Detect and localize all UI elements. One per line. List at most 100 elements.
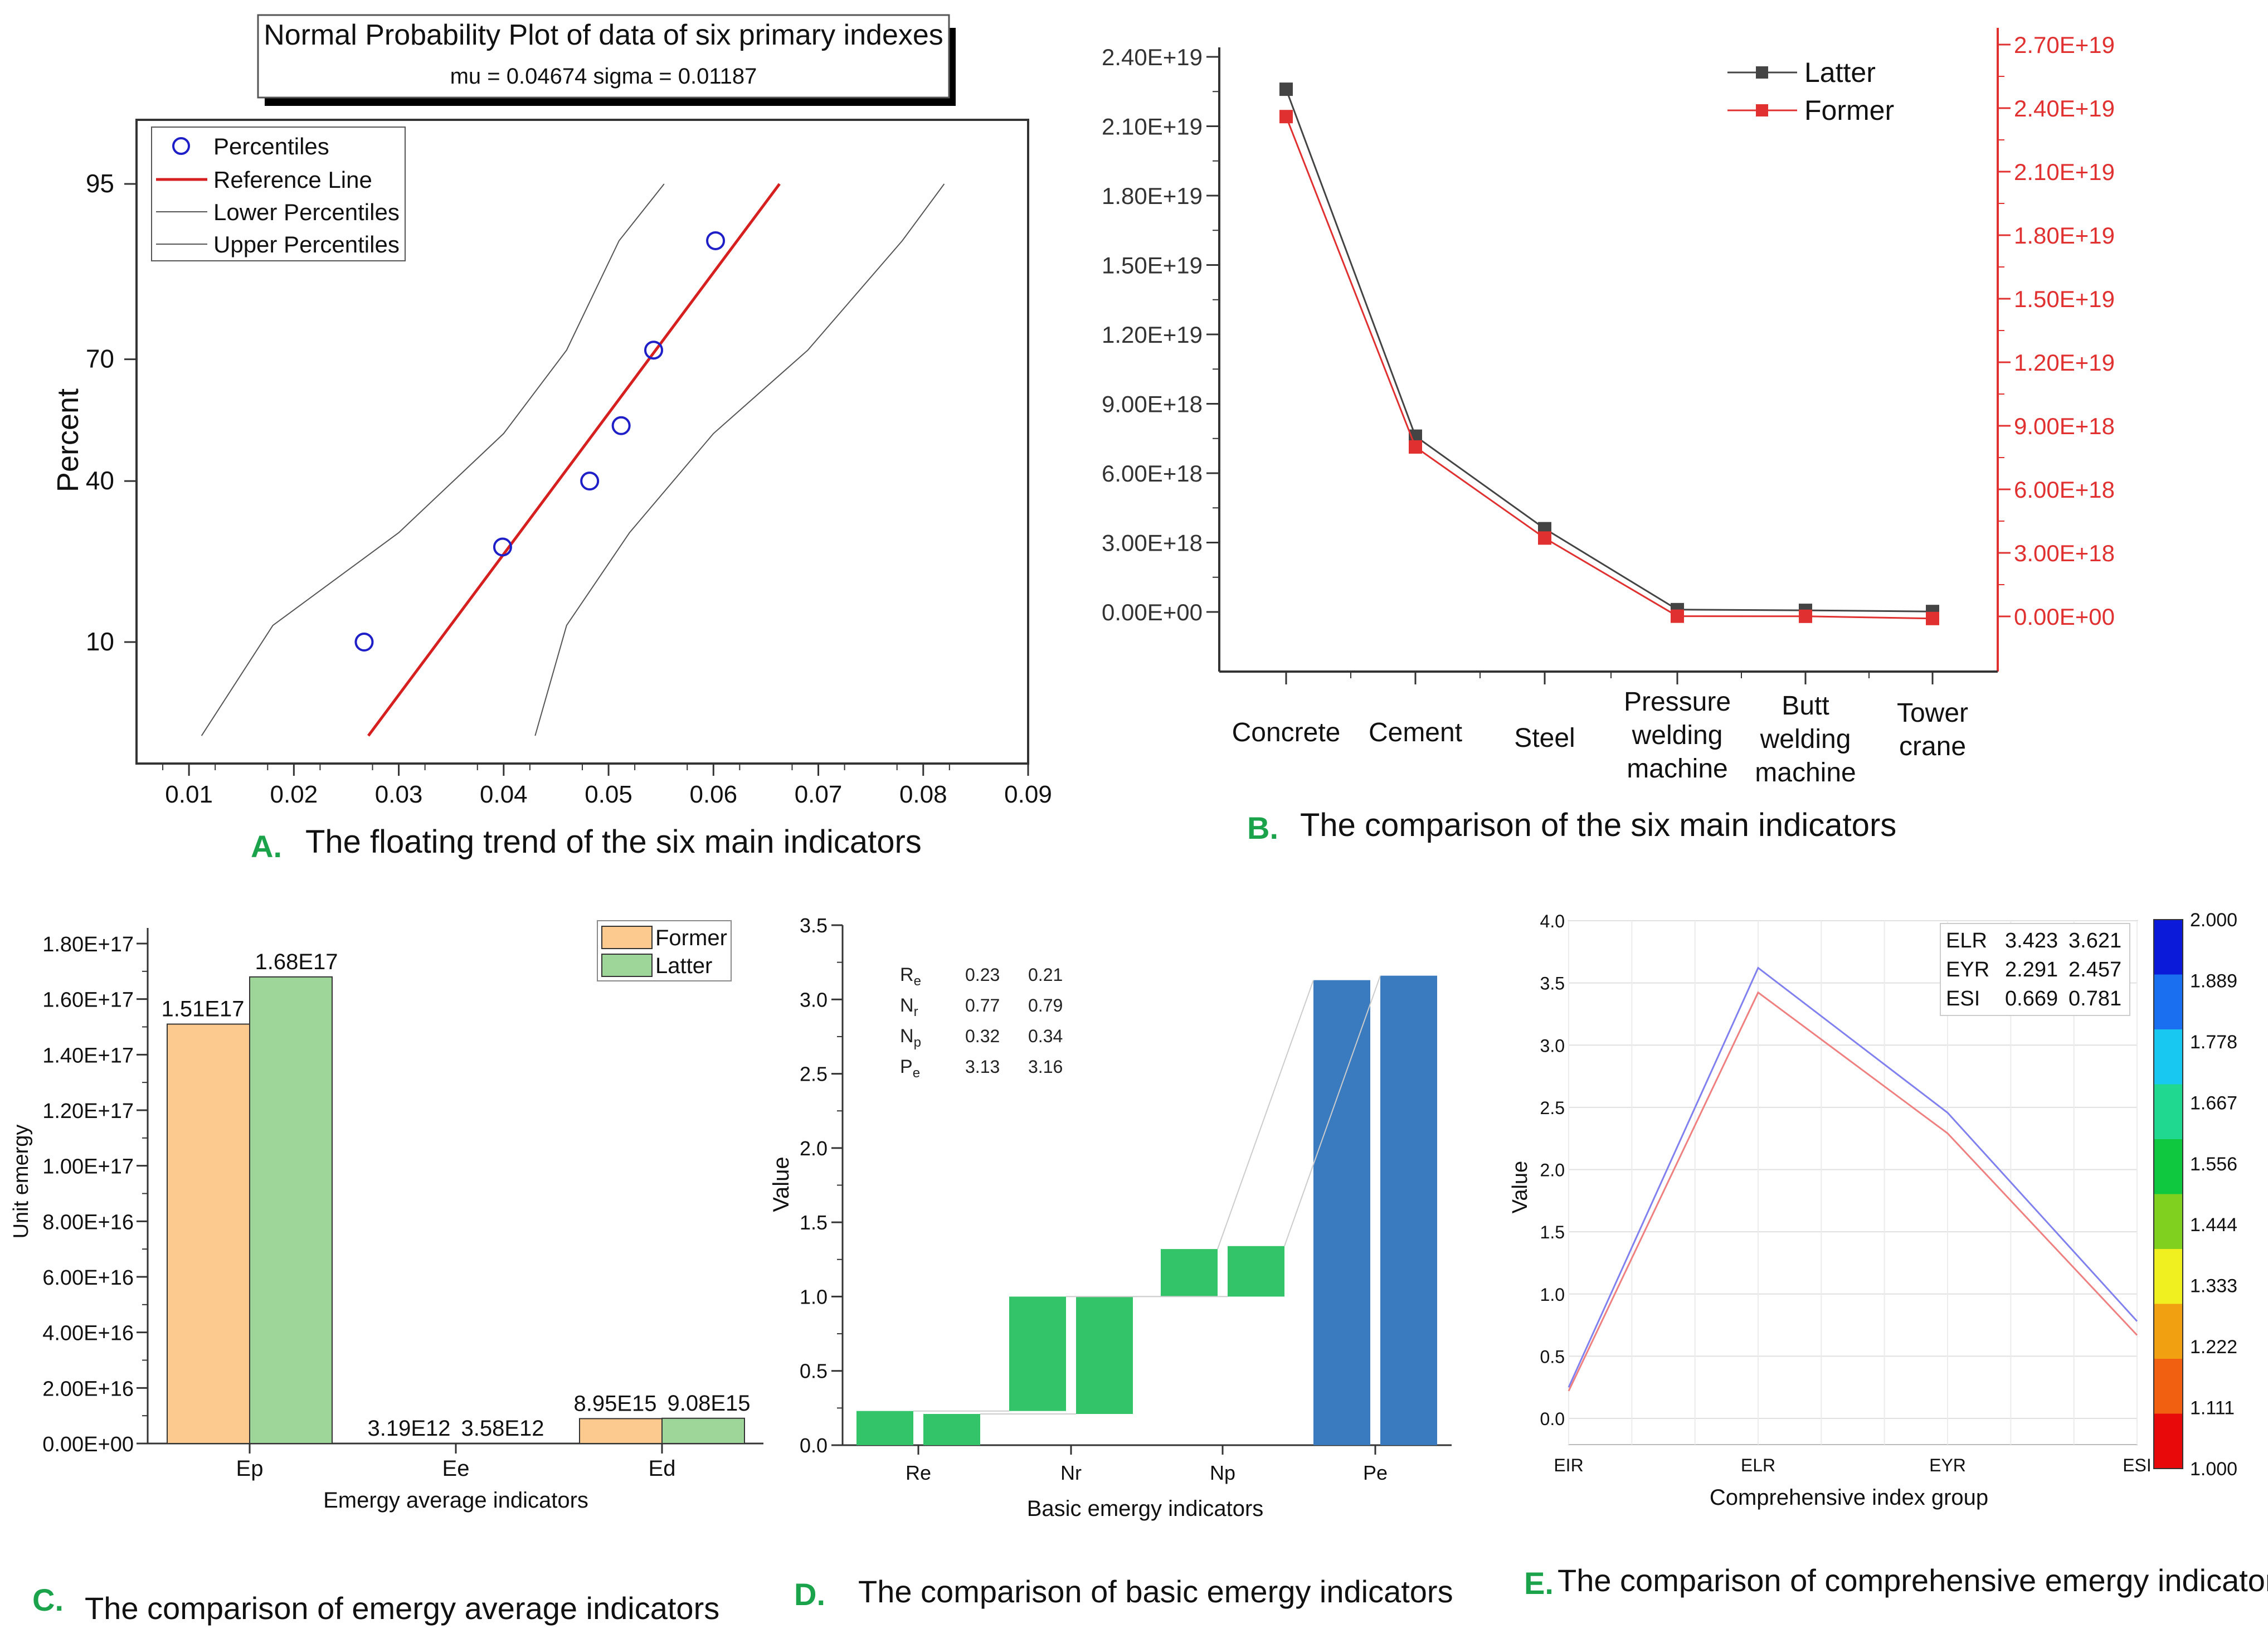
point-latter xyxy=(1279,82,1293,96)
left-tick-label: 3.00E+18 xyxy=(1102,530,1203,556)
y-tick-label: 1.60E+17 xyxy=(42,989,134,1012)
legend-latter-swatch xyxy=(601,954,653,977)
panel-a-legend: Percentiles Reference Line Lower Percent… xyxy=(151,127,406,261)
category-label: ELR xyxy=(1741,1455,1775,1475)
table-value-former: 0.77 xyxy=(965,995,1000,1015)
table-row-name: Nr xyxy=(900,995,918,1019)
bar-latter xyxy=(1076,1296,1133,1415)
colorbar-tick-label: 1.667 xyxy=(2190,1092,2237,1114)
table-value-former: 3.423 xyxy=(2005,929,2058,952)
panel-b-letter: B. xyxy=(1247,810,1278,845)
category-label: Ep xyxy=(236,1456,264,1481)
category-label: Steel xyxy=(1514,723,1575,753)
y-tick-label: 1.00E+17 xyxy=(42,1155,134,1179)
point-former xyxy=(1671,609,1684,623)
panel-a-subtitle: mu = 0.04674 sigma = 0.01187 xyxy=(450,64,757,89)
table-value-latter: 0.79 xyxy=(1028,995,1063,1015)
table-value-latter: 0.781 xyxy=(2069,987,2121,1010)
category-label: Pressure xyxy=(1624,687,1731,717)
x-tick-label: 0.09 xyxy=(1004,781,1052,808)
y-tick-label: 1.20E+17 xyxy=(42,1100,134,1123)
left-tick-label: 2.40E+19 xyxy=(1102,44,1203,70)
data-label-former: 3.19E12 xyxy=(367,1416,450,1441)
y-tick-label: 4.0 xyxy=(1540,911,1565,931)
right-tick-label: 9.00E+18 xyxy=(2014,413,2115,439)
panel-e-colorbar: 2.000 1.889 1.778 1.667 1.556 1.444 1.333 1.222… xyxy=(2153,910,2237,1480)
y-tick-label: 0.0 xyxy=(800,1434,828,1457)
y-tick-label: 0.5 xyxy=(800,1360,828,1383)
colorbar-tick-label: 1.444 xyxy=(2190,1214,2237,1236)
y-tick-label: 4.00E+16 xyxy=(42,1322,134,1345)
panel-a-curves xyxy=(201,183,945,737)
legend-former-swatch xyxy=(601,926,653,949)
table-value-former: 0.669 xyxy=(2005,987,2058,1010)
left-tick-label: 2.10E+19 xyxy=(1102,114,1203,140)
legend-former-label: Former xyxy=(655,926,727,950)
percentile-point xyxy=(644,341,663,360)
panel-e-caption: The comparison of comprehensive emergy i… xyxy=(1558,1563,2268,1598)
category-label: Butt xyxy=(1782,691,1829,721)
y-tick-label: 3.5 xyxy=(1540,974,1565,994)
right-tick-label: 2.40E+19 xyxy=(2014,95,2115,121)
y-tick-label: 1.40E+17 xyxy=(42,1044,134,1067)
data-label-latter: 3.58E12 xyxy=(461,1416,544,1441)
category-label: ESI xyxy=(2123,1455,2152,1475)
y-tick-label: 2.5 xyxy=(1540,1098,1565,1118)
left-tick-label: 0.00E+00 xyxy=(1102,599,1203,625)
colorbar-tick-label: 1.889 xyxy=(2190,970,2237,991)
left-tick-label: 1.50E+19 xyxy=(1102,252,1203,279)
right-tick-label: 1.50E+19 xyxy=(2014,286,2115,312)
category-label: Pe xyxy=(1363,1461,1388,1484)
y-tick-label: 6.00E+16 xyxy=(42,1266,134,1290)
panel-b-series xyxy=(1279,82,1939,625)
left-tick-label: 1.20E+19 xyxy=(1102,322,1203,348)
connector-former xyxy=(1217,980,1314,1250)
legend-upper-label: Upper Percentiles xyxy=(213,231,400,257)
category-label: Nr xyxy=(1060,1461,1082,1484)
point-former xyxy=(1538,531,1551,545)
table-value-former: 0.32 xyxy=(965,1026,1000,1046)
left-tick-label: 6.00E+18 xyxy=(1102,460,1203,487)
panel-e-ticks: 0.0 0.5 1.0 1.5 2.0 2.5 3.0 3.5 4.0 EIR ELR EYR ESI xyxy=(1540,911,2152,1475)
colorbar-segment xyxy=(2154,1139,2183,1195)
table-value-latter: 0.34 xyxy=(1028,1026,1063,1046)
legend-latter-label: Latter xyxy=(1804,57,1876,88)
bar-latter xyxy=(1380,975,1437,1445)
colorbar-tick-label: 1.111 xyxy=(2190,1398,2235,1419)
colorbar-segment xyxy=(2154,1413,2183,1469)
table-row-name: ESI xyxy=(1946,987,1980,1010)
panel-c-letter: C. xyxy=(32,1582,64,1617)
series-line-former xyxy=(1285,116,1933,620)
y-tick-label: 1.80E+17 xyxy=(42,933,134,956)
panel-d: Value Basic emergy indicators 0.0 0.5 1.0 1… xyxy=(769,914,1453,1612)
category-label: EYR xyxy=(1929,1455,1966,1475)
panel-d-bars xyxy=(856,975,1437,1445)
bar-latter xyxy=(923,1414,980,1445)
colorbar-tick-label: 1.778 xyxy=(2190,1032,2237,1053)
x-tick-label: 0.05 xyxy=(585,781,632,808)
x-tick-label: 0.03 xyxy=(375,781,423,808)
panel-d-letter: D. xyxy=(794,1577,825,1612)
table-value-latter: 3.16 xyxy=(1028,1057,1063,1077)
colorbar-segment xyxy=(2154,1304,2183,1359)
panel-a-title: Normal Probability Plot of data of six p… xyxy=(264,19,943,51)
panel-e-ylabel: Value xyxy=(1508,1161,1532,1213)
table-row-name: EYR xyxy=(1946,958,1989,981)
panel-e-table: ELR 3.423 3.621 EYR 2.291 2.457 ESI 0.669 0.781 xyxy=(1940,923,2130,1016)
y-tick-label: 0.5 xyxy=(1540,1347,1565,1367)
table-row-name: Pe xyxy=(900,1056,920,1081)
bar-former xyxy=(856,1411,913,1445)
y-tick-label: 2.00E+16 xyxy=(42,1377,134,1401)
percentile-point xyxy=(493,537,512,557)
reference-line xyxy=(367,183,781,737)
category-label: machine xyxy=(1755,758,1856,788)
colorbar-segment xyxy=(2154,920,2183,975)
right-tick-label: 2.10E+19 xyxy=(2014,159,2115,185)
panel-d-ticks: 0.0 0.5 1.0 1.5 2.0 2.5 3.0 3.5 Re Nr Np Pe xyxy=(800,914,1388,1484)
bar-latter xyxy=(1228,1246,1284,1297)
y-tick-label: 1.5 xyxy=(800,1211,828,1234)
colorbar-tick-label: 1.556 xyxy=(2190,1154,2237,1175)
panel-e: Value Comprehensive index group 0.0 0.5 1.… xyxy=(1508,910,2268,1601)
category-label: Tower xyxy=(1897,698,1968,728)
table-value-former: 0.23 xyxy=(965,965,1000,985)
